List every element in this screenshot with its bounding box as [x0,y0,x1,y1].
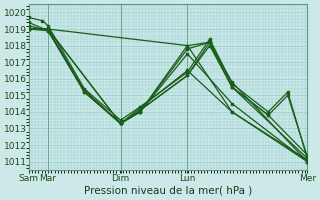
X-axis label: Pression niveau de la mer( hPa ): Pression niveau de la mer( hPa ) [84,186,252,196]
